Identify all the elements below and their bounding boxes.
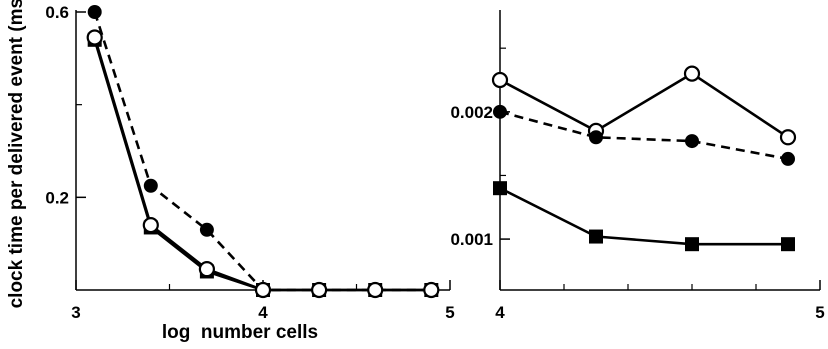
right-x-tick-label: 5 bbox=[815, 303, 824, 322]
left-open-circle-point bbox=[254, 281, 272, 299]
right-x-tick-label: 4 bbox=[495, 303, 505, 322]
left-y-tick-label: 0.2 bbox=[45, 188, 69, 207]
left-filled-circle-point bbox=[199, 222, 214, 237]
left-chart: 3 4 5 0.2 0.6 log number cells clock time pe… bbox=[6, 0, 455, 343]
left-x-tick-label: 4 bbox=[258, 303, 268, 322]
right-series-open-circle-line bbox=[499, 72, 789, 139]
left-open-circle-point bbox=[311, 281, 328, 299]
right-open-circle-point bbox=[491, 71, 509, 89]
right-open-circle-point bbox=[683, 65, 701, 82]
right-series-filled-square-line bbox=[499, 187, 788, 246]
left-open-circle-point bbox=[198, 261, 215, 278]
left-open-circle-point bbox=[142, 217, 159, 234]
left-open-circle-point bbox=[423, 281, 440, 299]
right-filled-circle-point bbox=[589, 130, 603, 145]
right-open-circle-point bbox=[779, 129, 797, 146]
right-filled-circle-point bbox=[685, 134, 699, 149]
right-filled-circle-point bbox=[493, 104, 507, 119]
left-series-filled-circle-line bbox=[93, 11, 432, 292]
left-series-filled-square-line bbox=[93, 39, 432, 292]
right-filled-circle-point bbox=[781, 151, 795, 166]
right-series bbox=[491, 65, 797, 252]
left-x-axis-label: log number cells bbox=[162, 322, 318, 343]
left-open-circle-point bbox=[86, 29, 103, 46]
left-ticks: 3 4 5 0.2 0.6 bbox=[45, 3, 454, 322]
left-series-open-circle-line bbox=[93, 37, 432, 292]
right-y-tick-label: 0.002 bbox=[450, 103, 493, 122]
left-series bbox=[86, 5, 440, 299]
right-filled-square-point bbox=[493, 181, 507, 196]
right-filled-square-point bbox=[685, 237, 699, 252]
right-chart: 4 5 0.001 0.002 bbox=[450, 10, 825, 322]
left-y-axis-label: clock time per delivered event (ms) bbox=[6, 0, 27, 308]
right-series-filled-circle-line bbox=[499, 110, 789, 161]
left-y-tick-label: 0.6 bbox=[45, 3, 69, 22]
left-open-circle-point bbox=[367, 281, 384, 299]
left-filled-circle-point bbox=[143, 178, 158, 193]
left-x-tick-label: 3 bbox=[71, 303, 80, 322]
right-ticks: 4 5 0.001 0.002 bbox=[450, 47, 825, 322]
left-x-tick-label: 5 bbox=[445, 303, 454, 322]
right-filled-square-point bbox=[781, 237, 795, 252]
left-filled-circle-point bbox=[87, 5, 102, 19]
right-y-tick-label: 0.001 bbox=[450, 230, 493, 249]
right-filled-square-point bbox=[589, 229, 603, 244]
